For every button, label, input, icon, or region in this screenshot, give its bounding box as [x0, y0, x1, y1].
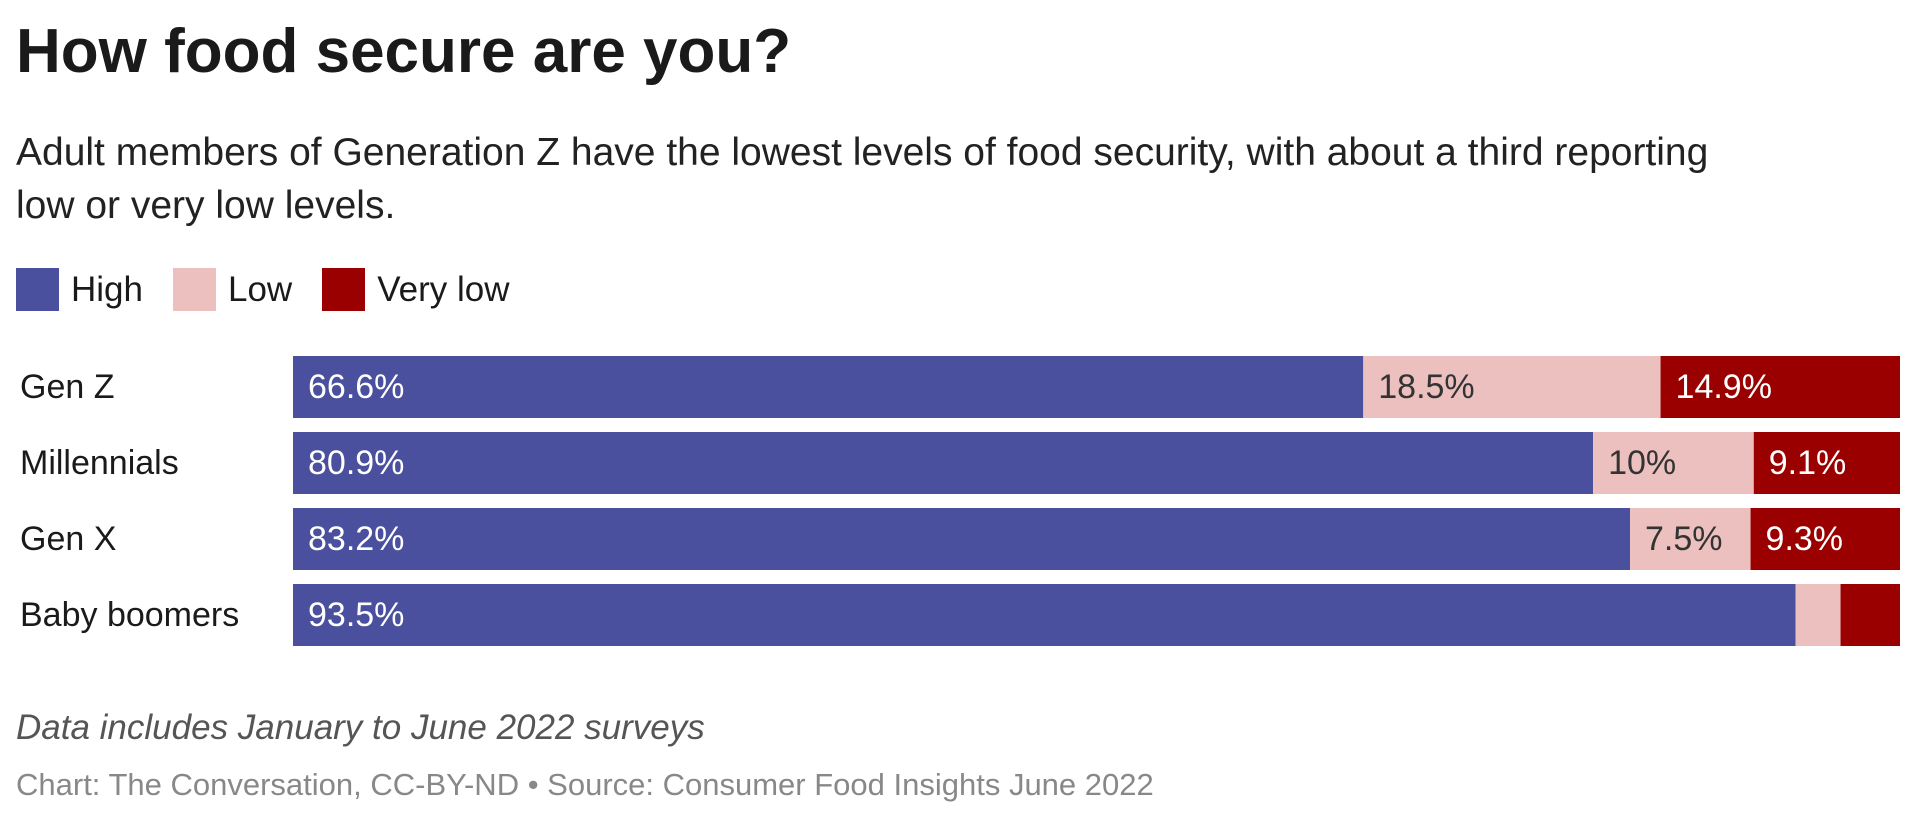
data-label: 9.1% [1769, 444, 1847, 482]
data-label: 18.5% [1378, 368, 1474, 406]
legend-swatch [322, 268, 366, 311]
data-label: 9.3% [1766, 520, 1844, 558]
category-label: Millennials [20, 444, 179, 482]
bar-segment [293, 432, 1594, 494]
bar-segment [1593, 432, 1754, 494]
data-label: 10% [1608, 444, 1676, 482]
legend-label: Very low [377, 269, 510, 309]
legend-item: Very low [322, 268, 509, 311]
bar-segment [293, 356, 1364, 418]
legend-item: Low [172, 268, 293, 311]
chart-subtitle: Adult members of Generation Z have the l… [16, 131, 1709, 227]
bar-segment [1753, 432, 1900, 494]
bar-segment [1750, 508, 1900, 570]
data-label: 80.9% [308, 444, 404, 482]
bar-segment [293, 508, 1631, 570]
legend-swatch [172, 268, 216, 311]
category-label: Gen X [20, 520, 116, 558]
chart-title: How food secure are you? [16, 17, 792, 86]
legend-item: High [16, 268, 143, 311]
data-label: 83.2% [308, 520, 404, 558]
bar-segment [293, 584, 1796, 646]
source: Chart: The Conversation, CC-BY-ND • Sour… [16, 767, 1154, 802]
category-label: Baby boomers [20, 596, 239, 634]
legend: High Low Very low [16, 268, 509, 311]
bar-segment [1660, 356, 1900, 418]
bar-segment [1795, 584, 1841, 646]
data-label: 93.5% [308, 596, 404, 634]
bar-segment [1630, 508, 1751, 570]
bar-segment [1840, 584, 1900, 646]
legend-label: Low [227, 269, 293, 309]
note: Data includes January to June 2022 surve… [16, 708, 705, 747]
data-label: 14.9% [1676, 368, 1772, 406]
category-label: Gen Z [20, 368, 114, 406]
data-label: 66.6% [308, 368, 404, 406]
legend-swatch [16, 268, 59, 311]
legend-label: High [71, 269, 143, 309]
data-label: 7.5% [1645, 520, 1723, 558]
bar-segment [1363, 356, 1661, 418]
